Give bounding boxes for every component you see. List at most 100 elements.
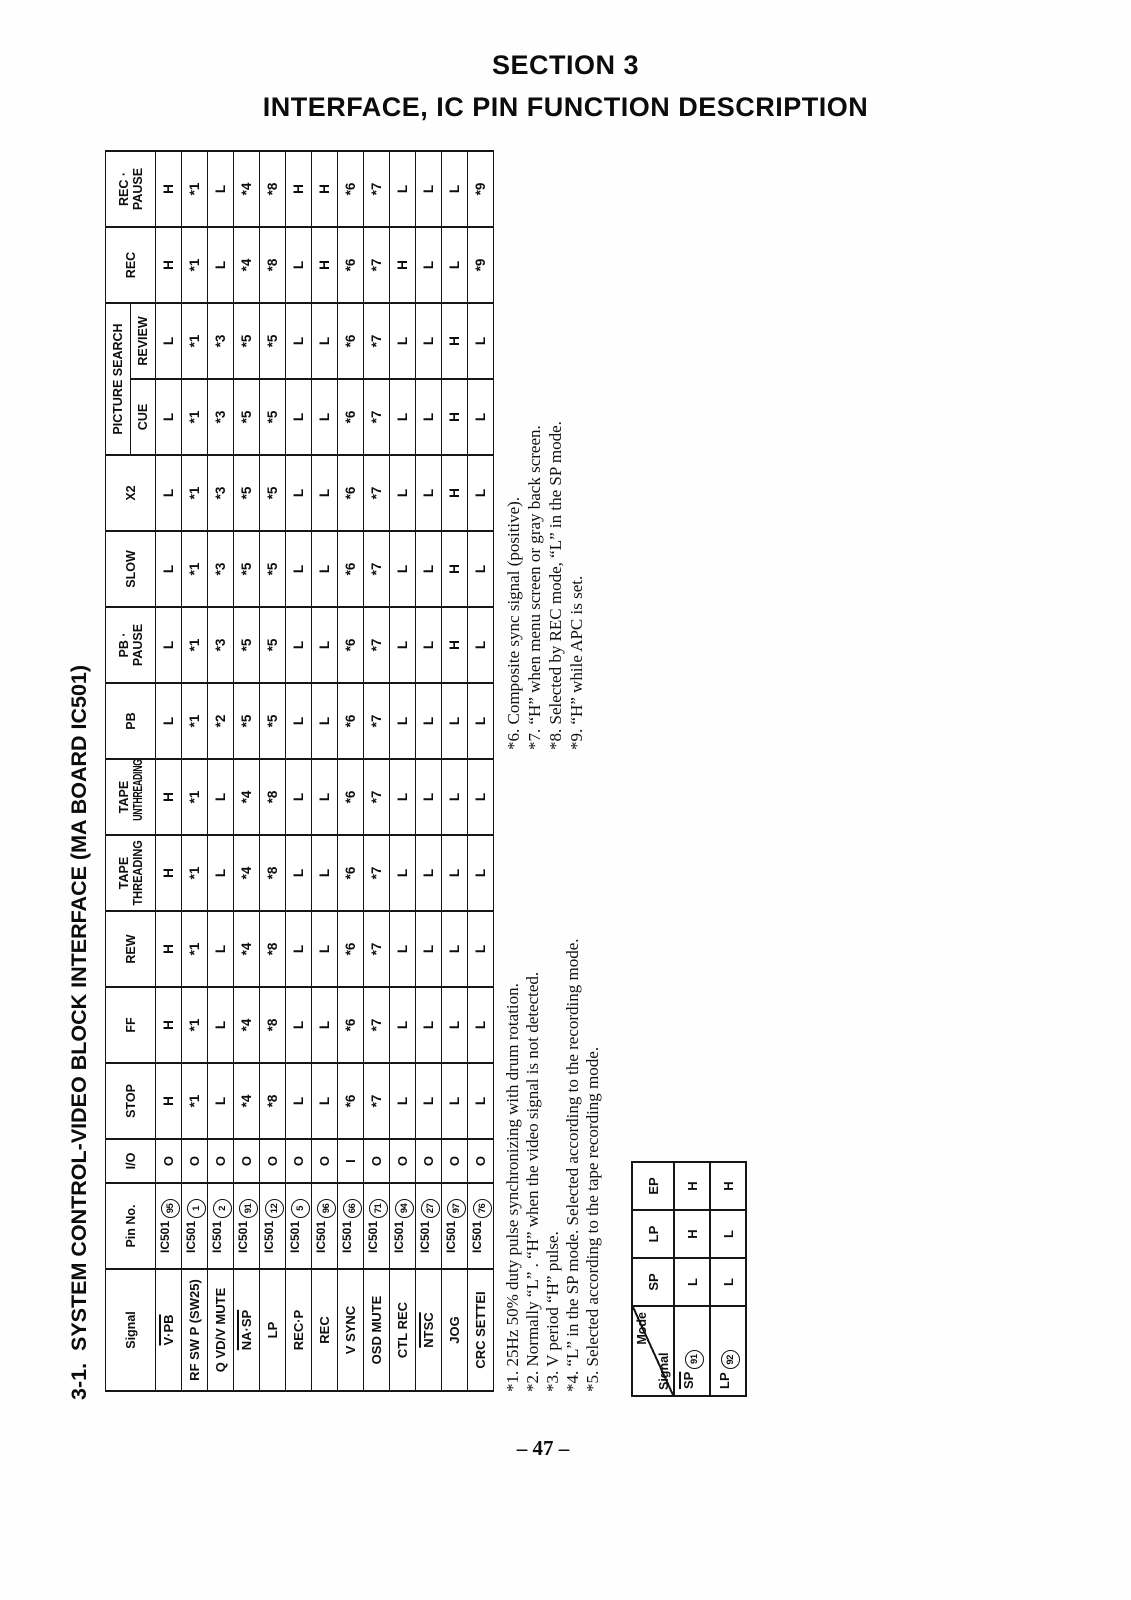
value-cell: L: [389, 987, 416, 1063]
mode-row-label: SP 91: [674, 1306, 710, 1396]
pin-ic-label: IC501: [287, 1220, 302, 1254]
pin-number-circled: 97: [446, 1198, 466, 1218]
value-cell: *6: [337, 455, 364, 531]
value-cell: *5: [259, 455, 286, 531]
value-cell: L: [389, 455, 416, 531]
value-cell: L: [155, 531, 182, 607]
value-cell: *5: [259, 607, 286, 683]
mode-table-row: SP 91 L H H: [674, 1162, 710, 1396]
value-cell: *4: [233, 151, 260, 227]
value-cell: *8: [259, 911, 286, 987]
pin-number-circled: 76: [472, 1198, 492, 1218]
value-cell: L: [415, 607, 442, 683]
pin-ic-label: IC501: [313, 1220, 328, 1254]
value-cell: L: [415, 835, 442, 911]
value-cell: *9: [467, 151, 494, 227]
value-cell: L: [467, 835, 494, 911]
value-cell: L: [311, 303, 338, 379]
table-row: NTSC IC50127 O L L L L L L L L L L L L L: [415, 151, 442, 1391]
pin-cell: IC501 66: [337, 1183, 364, 1269]
value-cell: L: [389, 303, 416, 379]
pin-cell: IC501 96: [311, 1183, 338, 1269]
value-cell: *8: [259, 835, 286, 911]
signal-cell: LP: [259, 1269, 286, 1391]
table-row: OSD MUTE IC50171 O *7 *7 *7 *7 *7 *7 *7 *7 *7 *7 *7 *7…: [363, 151, 390, 1391]
signal-cell: Q VD/V MUTE: [207, 1269, 234, 1391]
value-cell: *7: [363, 227, 390, 303]
value-cell: L: [467, 759, 494, 835]
table-row: V·PB IC50195 O H H H H H L L L L L L H H: [155, 151, 182, 1391]
pin-cell: IC501 91: [233, 1183, 260, 1269]
signal-label: JOG: [447, 1316, 462, 1344]
io-cell: O: [389, 1139, 416, 1183]
col-header-slow: SLOW: [105, 531, 156, 607]
value-cell: L: [389, 379, 416, 455]
value-cell: *1: [181, 911, 208, 987]
mode-col-header-sp: SP: [632, 1258, 674, 1306]
value-cell: H: [311, 227, 338, 303]
value-cell: *3: [207, 379, 234, 455]
signal-label: NA·SP: [239, 1309, 254, 1351]
signal-label: REC: [317, 1316, 332, 1344]
value-cell: L: [389, 531, 416, 607]
value-cell: H: [155, 151, 182, 227]
value-cell: L: [311, 1063, 338, 1139]
value-cell: L: [155, 379, 182, 455]
value-cell: *6: [337, 379, 364, 455]
value-cell: L: [415, 531, 442, 607]
value-cell: H: [155, 987, 182, 1063]
footnotes-1-5-block: *1. 25Hz 50% duty pulse synchronizing wi…: [503, 938, 603, 1392]
value-cell: L: [285, 911, 312, 987]
value-cell: L: [389, 151, 416, 227]
col-header-rec-pause: REC · PAUSE: [105, 151, 156, 227]
value-cell: H: [389, 227, 416, 303]
mode-table-body: SP 91 L H H LP 92 L L H: [674, 1162, 746, 1396]
signal-cell: OSD MUTE: [363, 1269, 390, 1391]
mode-row-label: LP 92: [710, 1306, 746, 1396]
signal-cell: RF SW P (SW25): [181, 1269, 208, 1391]
pin-function-table: Signal Pin No. I/O STOP FF REW TAPE THREADING TA…: [105, 150, 494, 1392]
value-cell: L: [441, 759, 468, 835]
signal-label: LP: [265, 1321, 280, 1339]
mode-signal-label: SP: [680, 1371, 696, 1389]
value-cell: L: [311, 607, 338, 683]
value-cell: *8: [259, 759, 286, 835]
table-row: CRC SETTEI IC50176 O L L L L L L L L L L L *9 *9: [467, 151, 494, 1391]
io-cell: O: [441, 1139, 468, 1183]
value-cell: L: [389, 607, 416, 683]
value-cell: H: [441, 379, 468, 455]
value-cell: *7: [363, 455, 390, 531]
pin-cell: IC501 95: [155, 1183, 182, 1269]
mode-value-cell: H: [674, 1210, 710, 1258]
col-header-tape-unthreading: TAPE UNTHREADING: [105, 759, 156, 835]
value-cell: L: [467, 455, 494, 531]
footnote-line: *9. “H” while APC is set.: [567, 575, 586, 750]
col-header-x2: X2: [105, 455, 156, 531]
value-cell: L: [285, 379, 312, 455]
table-row: CTL REC IC50194 O L L L L L L L L L L L H L: [389, 151, 416, 1391]
value-cell: L: [285, 1063, 312, 1139]
main-table-header: Signal Pin No. I/O STOP FF REW TAPE THREADING TA…: [105, 151, 156, 1391]
value-cell: *6: [337, 911, 364, 987]
pin-ic-label: IC501: [183, 1220, 198, 1254]
value-cell: L: [285, 607, 312, 683]
signal-cell: NTSC: [415, 1269, 442, 1391]
pin-ic-label: IC501: [157, 1220, 172, 1254]
value-cell: *5: [233, 531, 260, 607]
value-cell: L: [285, 227, 312, 303]
value-cell: L: [389, 683, 416, 759]
col-header-rec: REC: [105, 227, 156, 303]
col-header-pb-pause: PB · PAUSE: [105, 607, 156, 683]
value-cell: *7: [363, 531, 390, 607]
value-cell: *3: [207, 531, 234, 607]
pin-ic-label: IC501: [339, 1220, 354, 1254]
value-cell: *9: [467, 227, 494, 303]
value-cell: L: [207, 911, 234, 987]
mode-signal-diagonal-cell: Mode Signal: [632, 1306, 674, 1396]
value-cell: *5: [259, 379, 286, 455]
value-cell: *6: [337, 531, 364, 607]
value-cell: L: [389, 759, 416, 835]
value-cell: *4: [233, 227, 260, 303]
io-cell: O: [415, 1139, 442, 1183]
io-cell: O: [467, 1139, 494, 1183]
